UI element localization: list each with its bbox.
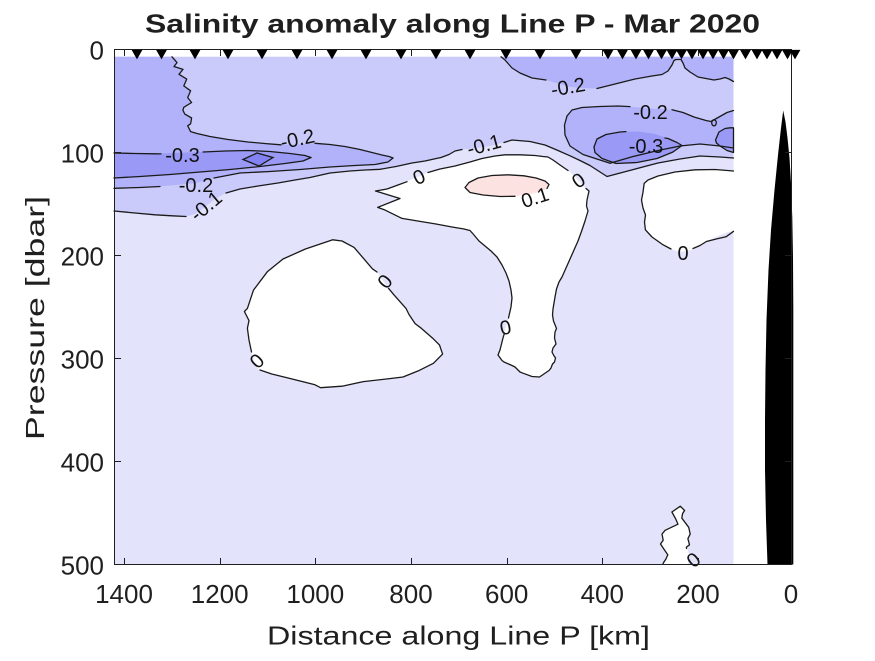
svg-text:-0.2: -0.2 <box>179 175 213 197</box>
svg-text:0: 0 <box>498 316 513 340</box>
svg-text:400: 400 <box>581 579 624 609</box>
svg-text:-0.3: -0.3 <box>165 145 199 167</box>
svg-text:0: 0 <box>90 35 104 65</box>
svg-text:Salinity anomaly along Line P: Salinity anomaly along Line P - Mar 2020 <box>145 9 760 39</box>
svg-text:-0.3: -0.3 <box>629 136 663 158</box>
svg-text:1000: 1000 <box>286 579 344 609</box>
svg-text:100: 100 <box>61 138 104 168</box>
svg-text:200: 200 <box>676 579 719 609</box>
svg-text:Pressure [dbar]: Pressure [dbar] <box>20 196 50 440</box>
svg-text:500: 500 <box>61 551 104 581</box>
svg-text:1200: 1200 <box>191 579 249 609</box>
svg-text:0: 0 <box>784 579 798 609</box>
svg-text:600: 600 <box>485 579 528 609</box>
svg-text:200: 200 <box>61 242 104 272</box>
svg-text:1400: 1400 <box>95 579 153 609</box>
svg-text:400: 400 <box>61 448 104 478</box>
svg-text:-0.2: -0.2 <box>633 102 667 124</box>
svg-text:800: 800 <box>389 579 432 609</box>
svg-text:Distance along Line P [km]: Distance along Line P [km] <box>267 621 650 651</box>
svg-text:0: 0 <box>677 243 688 265</box>
svg-text:300: 300 <box>61 345 104 375</box>
